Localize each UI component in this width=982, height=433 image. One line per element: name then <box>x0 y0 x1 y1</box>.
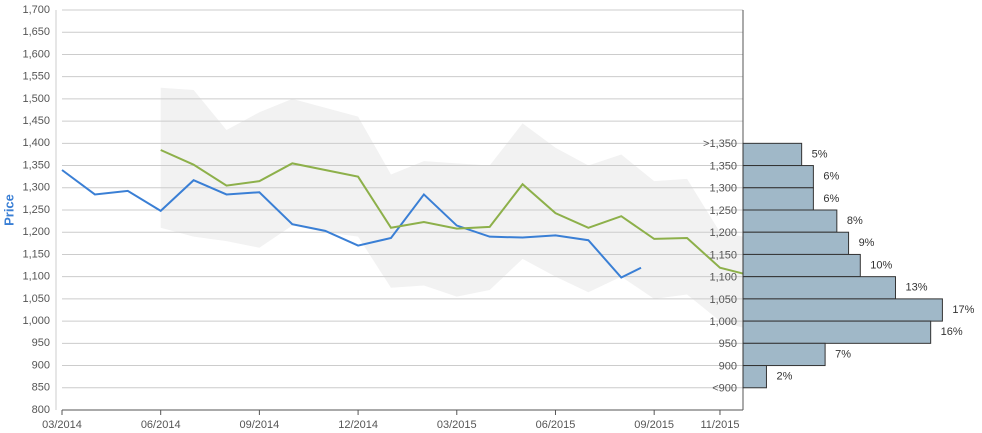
x-tick-label: 11/2015 <box>700 419 739 431</box>
hist-bar <box>742 142 803 167</box>
x-tick-label: 06/2015 <box>536 419 576 431</box>
bin-label: 950 <box>719 338 737 350</box>
x-tick-label: 12/2014 <box>338 419 378 431</box>
hist-value-label: 2% <box>776 371 792 383</box>
hist-value-label: 7% <box>835 348 851 360</box>
y-tick-label: 1,350 <box>22 159 50 171</box>
hist-value-label: 16% <box>941 326 963 338</box>
bin-label: 1,150 <box>709 249 737 261</box>
bin-label: 1,350 <box>709 160 737 172</box>
bin-label: 900 <box>719 360 737 372</box>
series-line <box>61 169 642 279</box>
hist-bar <box>742 231 850 255</box>
hist-value-label: 13% <box>905 282 927 294</box>
y-tick-label: 950 <box>32 337 50 349</box>
hist-value-label: 8% <box>847 215 863 227</box>
hist-value-label: 6% <box>823 171 839 183</box>
series-line <box>160 149 744 275</box>
bin-label: 1,200 <box>709 227 737 239</box>
hist-bar <box>742 342 826 367</box>
bin-label: 1,050 <box>709 294 737 306</box>
hist-bar <box>742 320 932 344</box>
x-tick-label: 09/2014 <box>240 419 280 431</box>
y-tick-label: 1,150 <box>22 248 50 260</box>
x-tick-label: 03/2015 <box>437 419 477 431</box>
y-tick-label: 850 <box>32 382 50 394</box>
y-tick-label: 1,650 <box>22 26 50 38</box>
hist-value-label: 17% <box>952 304 974 316</box>
hist-bar <box>742 165 814 189</box>
hist-bar <box>742 365 767 389</box>
bin-label: >1,350 <box>703 138 737 150</box>
hist-bar <box>742 276 896 300</box>
hist-value-label: 6% <box>823 193 839 205</box>
y-tick-label: 1,550 <box>22 71 50 83</box>
y-tick-label: 1,250 <box>22 204 50 216</box>
hist-value-label: 10% <box>870 259 892 271</box>
hist-bar <box>742 187 814 211</box>
y-tick-label: 1,500 <box>22 93 50 105</box>
hist-bar <box>742 209 838 233</box>
hist-value-label: 5% <box>812 148 828 160</box>
hist-bar <box>742 298 943 322</box>
y-tick-label: 900 <box>32 359 50 371</box>
bin-label: 1,000 <box>709 316 737 328</box>
y-tick-label: 1,450 <box>22 115 50 127</box>
y-tick-label: 1,200 <box>22 226 50 238</box>
range-band <box>160 87 743 328</box>
y-tick-label: 1,000 <box>22 315 50 327</box>
hist-value-label: 9% <box>859 237 875 249</box>
bin-label: 1,100 <box>709 272 737 284</box>
x-tick-label: 03/2014 <box>42 419 82 431</box>
y-tick-label: 1,100 <box>22 271 50 283</box>
bin-label: 1,300 <box>709 183 737 195</box>
bin-label: 1,250 <box>709 205 737 217</box>
y-tick-label: 800 <box>32 404 50 416</box>
y-axis-label: Price <box>1 194 16 226</box>
y-tick-label: 1,400 <box>22 137 50 149</box>
y-tick-label: 1,050 <box>22 293 50 305</box>
x-tick-label: 09/2015 <box>634 419 674 431</box>
bin-label: <900 <box>712 383 737 395</box>
x-tick-label: 06/2014 <box>141 419 181 431</box>
y-tick-label: 1,600 <box>22 48 50 60</box>
hist-bar <box>742 253 861 278</box>
y-tick-label: 1,700 <box>22 4 50 16</box>
y-tick-label: 1,300 <box>22 182 50 194</box>
